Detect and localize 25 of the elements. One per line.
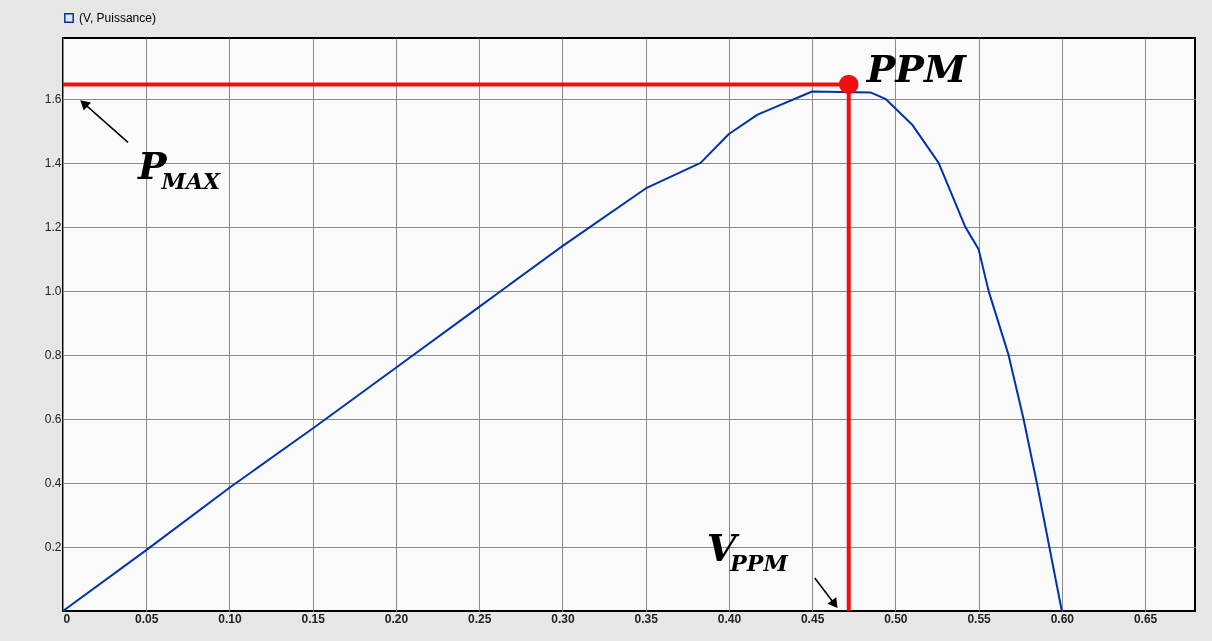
- x-tick-label: 0: [63, 611, 71, 626]
- x-tick-label: 0.55: [967, 611, 992, 626]
- x-tick-label: 0.65: [1133, 611, 1158, 626]
- x-tick-label: 0.50: [884, 611, 908, 626]
- x-tick-label: 0.05: [135, 611, 159, 626]
- x-tick-label: 0.40: [717, 611, 742, 626]
- line-series: [62, 90, 1063, 612]
- y-tick-label: 1.0: [44, 284, 62, 299]
- y-tick-label: 1.6: [44, 92, 62, 107]
- x-tick-label: 0.35: [634, 611, 659, 626]
- y-tick-label: 0.8: [44, 348, 62, 363]
- annotation: PPM: [865, 46, 967, 92]
- x-tick-label: 0.60: [1050, 611, 1075, 626]
- y-tick-label: 1.2: [44, 220, 62, 235]
- x-tick-label: 0.15: [301, 611, 326, 626]
- y-tick-label: 0.2: [44, 540, 62, 555]
- y-tick-label: 1.4: [44, 156, 62, 171]
- x-tick-label: 0.30: [551, 611, 575, 626]
- y-tick-label: 0.4: [44, 476, 62, 491]
- x-tick-label: 0.20: [384, 611, 409, 626]
- legend-label: (V, Puissance): [79, 11, 156, 25]
- y-tick-label: 0.6: [44, 412, 62, 427]
- x-tick-label: 0.10: [218, 611, 242, 626]
- x-tick-label: 0.45: [800, 611, 825, 626]
- x-tick-label: 0.25: [468, 611, 492, 626]
